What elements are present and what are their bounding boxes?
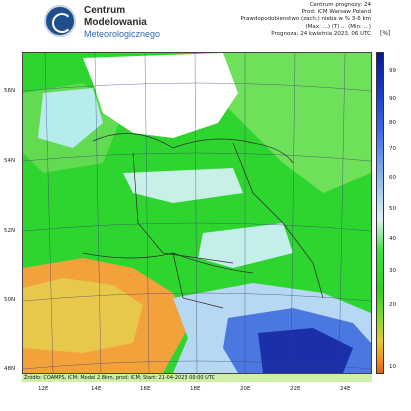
unit-label: [%] (380, 30, 391, 37)
logo: Centrum Modelowania Meteorologicznego (44, 2, 204, 48)
longitude-label: 24E (340, 386, 351, 392)
cmm-logo-icon (44, 5, 76, 37)
cyan-area-east (198, 223, 293, 268)
graticule (23, 53, 371, 373)
latitude-label: 56N (4, 88, 16, 94)
colorbar-tick: 80 (389, 120, 396, 126)
cyan-area-nw (38, 88, 103, 148)
longitude-label: 16E (140, 386, 151, 392)
meta-line-4: (Max: ...) (T) ... (Min: ...) (305, 23, 371, 30)
colorbar-tick: 30 (389, 268, 396, 274)
meta-line-3: Prawdopodobienstwo (zach.) nieba w % 3-6… (240, 16, 372, 23)
latitude-label: 48N (4, 366, 16, 372)
latitude-label: 54N (4, 158, 16, 164)
colorbar (376, 52, 384, 374)
yellow-area (23, 278, 143, 353)
meta-line-2: Prod: ICM Warsaw Poland (301, 9, 371, 16)
logo-line-3: Meteorologicznego (84, 29, 161, 39)
logo-line-1: Centrum (84, 5, 126, 16)
colorbar-tick: 60 (389, 175, 396, 181)
colorbar-tick: 70 (389, 146, 396, 152)
colorbar-tick: 90 (389, 96, 396, 102)
meta-line-5: Prognoza: 24 kwietnia 2023, 06 UTC (271, 30, 371, 37)
forecast-map (22, 52, 372, 374)
forecast-metadata: Centrum prognozy: 24 Prod: ICM Warsaw Po… (181, 2, 372, 38)
longitude-label: 22E (290, 386, 301, 392)
map-svg (23, 53, 371, 373)
longitude-label: 14E (91, 386, 102, 392)
latitude-label: 50N (4, 297, 16, 303)
dark-blue-area (258, 328, 353, 373)
cyan-area-center (123, 168, 243, 203)
logo-line-2: Modelowania (84, 17, 147, 28)
longitude-label: 18E (190, 386, 201, 392)
colorbar-tick: 10 (389, 364, 396, 370)
colorbar-tick: 50 (389, 206, 396, 212)
colorbar-tick: 20 (389, 302, 396, 308)
white-area (83, 53, 238, 138)
longitude-label: 12E (38, 386, 49, 392)
meta-line-1: Centrum prognozy: 24 (309, 2, 371, 8)
colorbar-tick: 99 (389, 68, 396, 74)
map-footer: Źródło: COAMPS, ICM: Model 2.8km, prod: … (22, 374, 372, 382)
borders (82, 133, 324, 309)
longitude-label: 20E (240, 386, 251, 392)
colorbar-tick: 40 (389, 236, 396, 242)
latitude-label: 52N (4, 228, 16, 234)
